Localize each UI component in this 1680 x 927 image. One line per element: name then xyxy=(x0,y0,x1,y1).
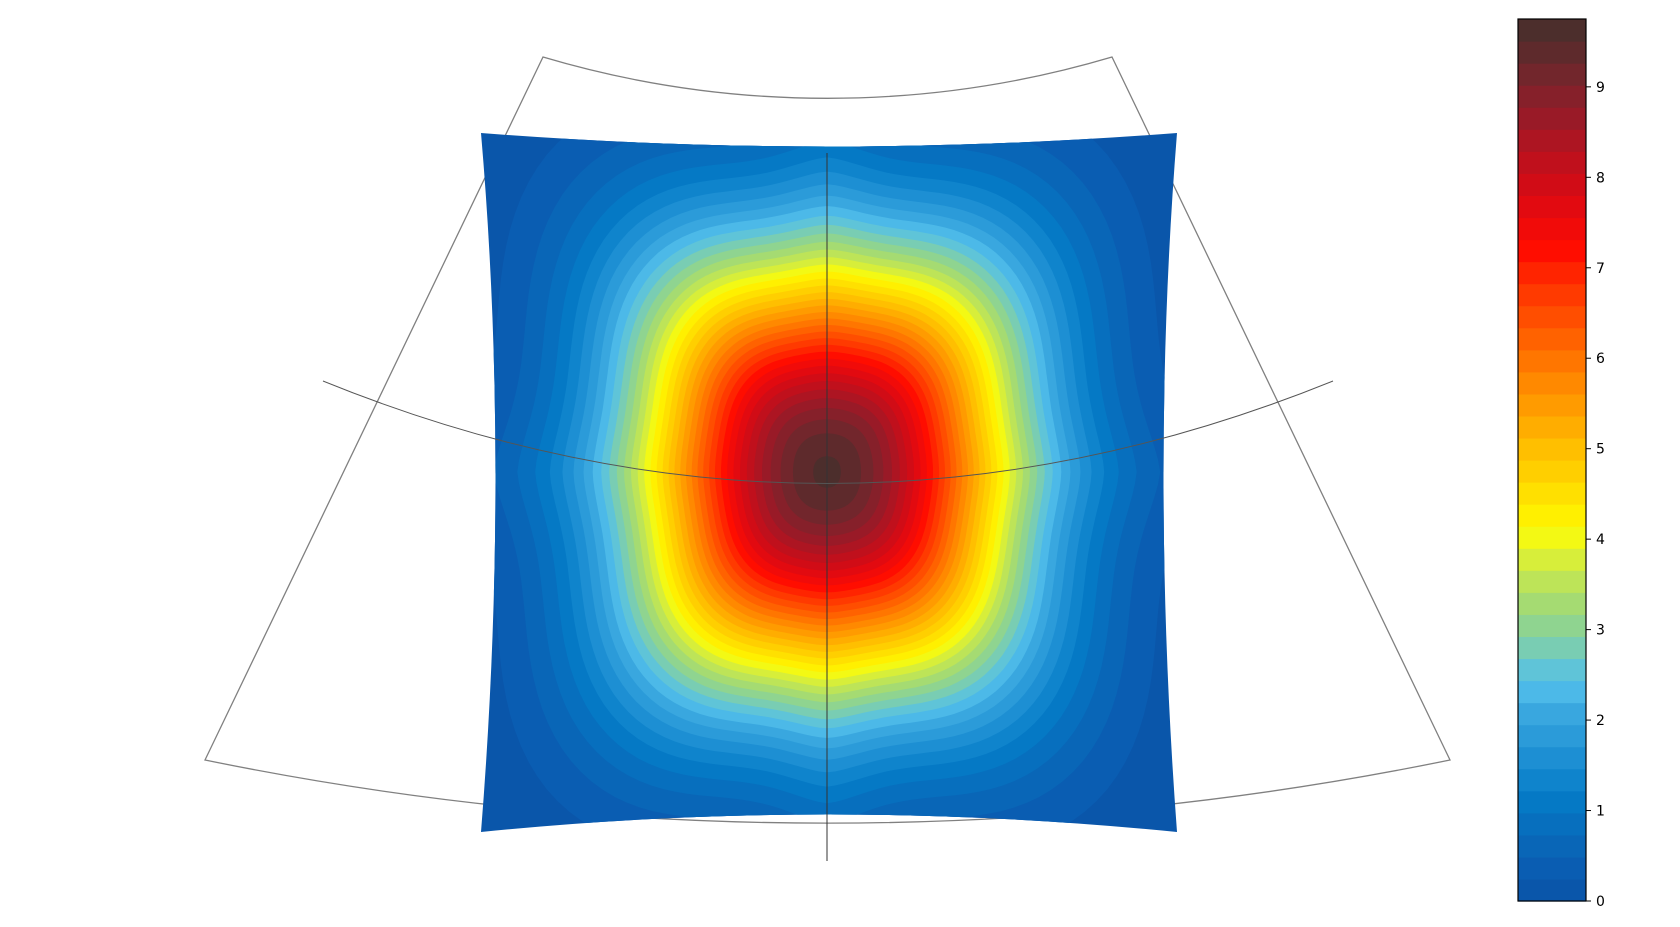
colorbar-segment xyxy=(1518,834,1586,858)
colorbar-segment xyxy=(1518,856,1586,880)
colorbar-tick-label: 7 xyxy=(1596,261,1605,277)
colorbar-segment xyxy=(1518,768,1586,792)
colorbar-segment xyxy=(1518,636,1586,660)
colorbar-segment xyxy=(1518,173,1586,196)
parallel-line xyxy=(322,380,1334,484)
colorbar-segment xyxy=(1518,371,1586,395)
colorbar-tick-label: 3 xyxy=(1596,623,1605,639)
colorbar-tick-label: 2 xyxy=(1596,713,1605,729)
colorbar-segment xyxy=(1518,702,1586,726)
colorbar-segment xyxy=(1518,746,1586,770)
colorbar-segment xyxy=(1518,415,1586,439)
colorbar-segment xyxy=(1518,526,1586,549)
colorbar-segment xyxy=(1518,437,1586,461)
colorbar-segment xyxy=(1518,107,1586,130)
colorbar-tick-label: 5 xyxy=(1596,442,1605,458)
colorbar-segment xyxy=(1518,393,1586,417)
colorbar-segment xyxy=(1518,790,1586,814)
colorbar-segment xyxy=(1518,85,1586,108)
colorbar-segment xyxy=(1518,482,1586,505)
colorbar-segment xyxy=(1518,41,1586,64)
colorbar-segment xyxy=(1518,724,1586,748)
contour-field xyxy=(481,133,1177,832)
colorbar-segment xyxy=(1518,217,1586,241)
colorbar-tick-label: 6 xyxy=(1596,351,1605,367)
colorbar-segment xyxy=(1518,570,1586,593)
colorbar-segment xyxy=(1518,283,1586,307)
colorbar-segment xyxy=(1518,349,1586,373)
colorbar-ticks: 0 1 2 3 4 5 6 7 8 9 xyxy=(1586,80,1605,910)
colorbar-segment xyxy=(1518,658,1586,682)
colorbar-segment xyxy=(1518,460,1586,483)
colorbar-tick-label: 8 xyxy=(1596,170,1605,186)
colorbar-segment xyxy=(1518,812,1586,836)
colorbar-segment xyxy=(1518,19,1586,42)
colorbar xyxy=(1518,19,1586,902)
colorbar-segment xyxy=(1518,151,1586,174)
colorbar-frame xyxy=(1517,18,1587,902)
colorbar-segment xyxy=(1518,592,1586,615)
colorbar-segment xyxy=(1518,63,1586,86)
colorbar-segment xyxy=(1518,504,1586,527)
colorbar-segment xyxy=(1518,239,1586,263)
colorbar-tick-label: 9 xyxy=(1596,80,1605,96)
colorbar-segment xyxy=(1518,548,1586,571)
colorbar-segment xyxy=(1518,129,1586,152)
colorbar-segment xyxy=(1518,195,1586,219)
colorbar-segment xyxy=(1518,261,1586,285)
colorbar-segment xyxy=(1518,878,1586,902)
colorbar-segment xyxy=(1518,327,1586,351)
colorbar-tick-label: 1 xyxy=(1596,804,1605,820)
colorbar-segment xyxy=(1518,305,1586,329)
colorbar-segment xyxy=(1518,680,1586,704)
colorbar-tick-label: 0 xyxy=(1596,894,1605,910)
colorbar-tick-label: 4 xyxy=(1596,532,1605,548)
colorbar-segment xyxy=(1518,614,1586,637)
